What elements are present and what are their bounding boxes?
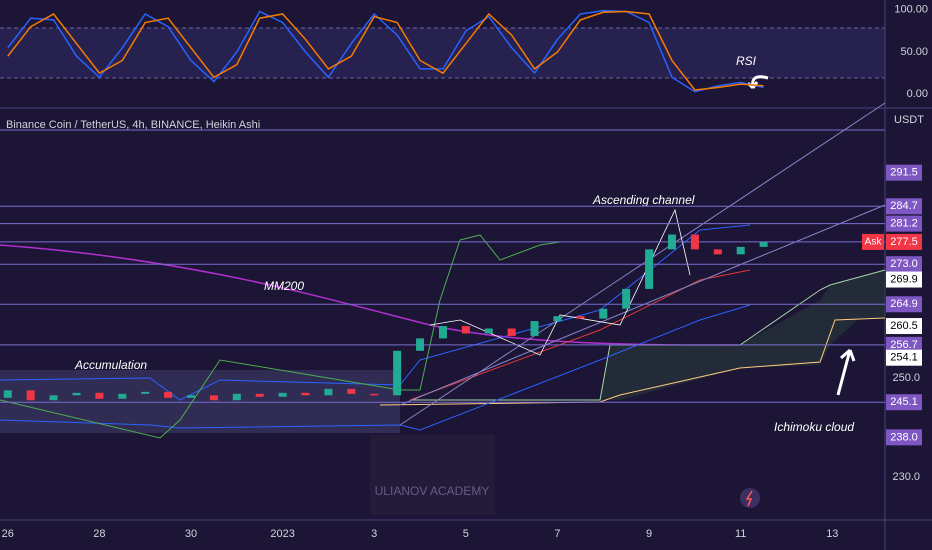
candle-body — [713, 249, 722, 255]
candle-body — [26, 390, 35, 401]
accumulation-annotation: Accumulation — [74, 358, 147, 372]
mm200 — [0, 244, 741, 346]
candle-body — [530, 321, 539, 336]
candle-body — [438, 326, 447, 339]
candle-body — [667, 234, 676, 250]
price-label-box — [886, 394, 922, 411]
price-label-box — [886, 349, 922, 366]
rsi-tick-label: 0.00 — [907, 88, 928, 100]
watermark-box — [370, 435, 495, 515]
candle-body — [690, 234, 699, 250]
symbol-title: Binance Coin / TetherUS, 4h, BINANCE, He… — [6, 119, 260, 131]
candle-body — [484, 328, 493, 334]
price-label-box — [886, 256, 922, 273]
candle-body — [324, 388, 333, 396]
candle-body — [622, 288, 631, 309]
candle-body — [255, 393, 264, 397]
candle-body — [599, 308, 608, 319]
price-label-box — [886, 318, 922, 335]
x-tick-label: 2023 — [270, 528, 294, 540]
candle-body — [95, 392, 104, 399]
candle-body — [278, 392, 287, 397]
ask-tag: Ask — [865, 237, 883, 248]
price-label-box — [886, 233, 922, 250]
ichimoku-cloud — [600, 270, 885, 400]
candle-body — [118, 393, 127, 399]
price-label: 273.0 — [890, 258, 918, 270]
candle-body — [645, 249, 654, 289]
watermark: ULIANOV ACADEMY — [375, 484, 490, 498]
price-label: 281.2 — [890, 218, 918, 230]
channel-line — [399, 204, 886, 406]
candle-body — [416, 338, 425, 351]
currency: USDT — [894, 114, 924, 126]
price-label: 291.5 — [890, 167, 918, 179]
candle-body — [301, 392, 310, 396]
candle-body — [553, 316, 562, 322]
x-tick-label: 3 — [371, 528, 377, 540]
candle-body — [49, 395, 58, 401]
rsi-line — [7, 10, 764, 91]
rsi-annotation: RSI — [736, 54, 757, 68]
candle-body — [736, 246, 745, 255]
x-tick-label: 30 — [185, 528, 197, 540]
candle-body — [209, 395, 218, 401]
price-label-box — [886, 164, 922, 181]
candle-body — [393, 350, 402, 396]
x-tick-label: 11 — [735, 528, 746, 540]
candle-body — [461, 326, 470, 334]
candle-body — [507, 328, 516, 336]
y-tick-label: 250.0 — [892, 372, 920, 384]
price-label-box — [886, 215, 922, 232]
x-tick-label: 7 — [554, 528, 560, 540]
price-label: 260.5 — [890, 320, 918, 332]
price-label-box — [886, 296, 922, 313]
rsi-band — [0, 28, 885, 78]
candle-body — [72, 392, 81, 396]
candle-body — [759, 241, 768, 247]
price-label-box — [886, 429, 922, 446]
channel-annotation: Ascending channel — [592, 193, 695, 207]
candle-body — [347, 388, 356, 394]
price-label-box — [886, 336, 922, 353]
lightning-icon — [745, 490, 753, 507]
candle-body — [576, 316, 585, 319]
ask-tag-box — [862, 233, 884, 250]
x-tick-label: 13 — [826, 528, 838, 540]
ichimoku-annotation: Ichimoku cloud — [774, 420, 854, 434]
price-label: 284.7 — [890, 200, 918, 212]
price-label: 277.5 — [890, 236, 918, 248]
rsi-tick-label: 50.00 — [900, 46, 928, 58]
wave-lines — [429, 208, 691, 356]
candle-body — [141, 391, 150, 394]
arrow-icon — [836, 348, 856, 396]
price-label-box — [886, 198, 922, 215]
mm200-annotation: MM200 — [264, 279, 304, 293]
x-tick-label: 28 — [93, 528, 105, 540]
candle-body — [3, 390, 12, 398]
price-label: 256.7 — [890, 339, 918, 351]
price-label-box — [886, 271, 922, 288]
price-label: 264.9 — [890, 298, 918, 310]
x-tick-label: 26 — [2, 528, 14, 540]
bollinger-lower — [0, 304, 751, 431]
price-label: 254.1 — [890, 352, 918, 364]
y-tick-label: 230.0 — [892, 471, 920, 483]
candle-body — [232, 393, 241, 401]
lightning-icon — [740, 488, 760, 508]
rsi-tick-label: 100.00 — [894, 4, 928, 16]
candle-body — [164, 391, 173, 398]
x-tick-label: 5 — [463, 528, 469, 540]
price-label: 269.9 — [890, 273, 918, 285]
candle-body — [187, 395, 196, 398]
price-label: 238.0 — [890, 431, 918, 443]
x-tick-label: 9 — [646, 528, 652, 540]
price-label: 245.1 — [890, 396, 918, 408]
basis-line — [409, 269, 751, 401]
rsi-line — [7, 9, 764, 93]
candle-body — [370, 393, 379, 396]
